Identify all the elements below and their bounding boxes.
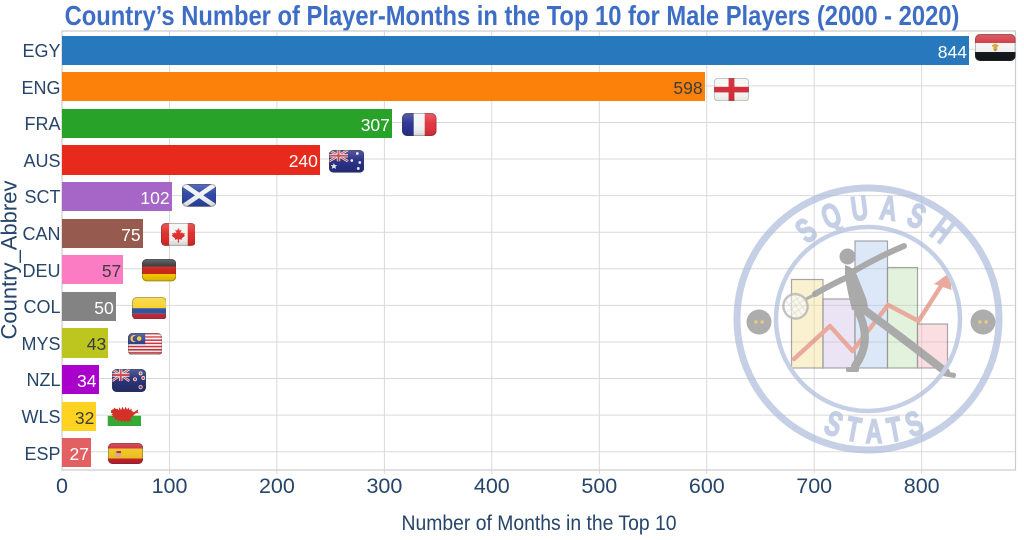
svg-text:S: S <box>789 212 824 251</box>
svg-text:S: S <box>902 197 931 237</box>
svg-text:S: S <box>900 404 928 446</box>
svg-text:Q: Q <box>816 196 847 237</box>
svg-text:S: S <box>819 404 847 446</box>
svg-text:H: H <box>923 211 959 251</box>
svg-text:U: U <box>849 190 870 229</box>
svg-text:T: T <box>884 410 905 451</box>
svg-text:A: A <box>866 413 883 452</box>
svg-text:T: T <box>843 410 864 451</box>
svg-text:A: A <box>878 190 899 229</box>
